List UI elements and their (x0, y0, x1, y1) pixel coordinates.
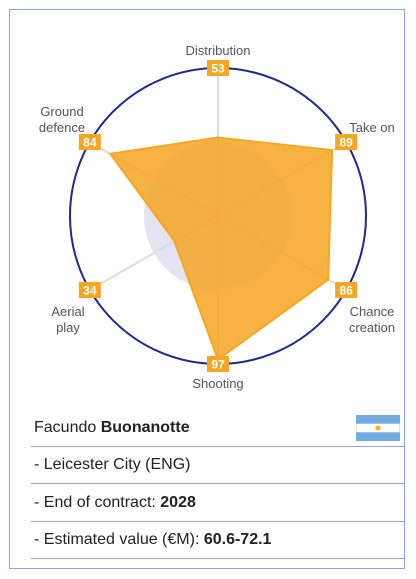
radar-area (108, 136, 334, 362)
label-line: Chance (350, 304, 395, 319)
contract-value: 2028 (160, 494, 196, 511)
value-label: 53 (211, 62, 225, 76)
label-line: defence (39, 120, 85, 135)
axis-label: Shooting (192, 376, 243, 391)
separator (31, 558, 404, 559)
axis-label: Chance creation (349, 304, 395, 335)
player-card: Distribution 53 Take on 89 Chance creation 86 S… (9, 9, 405, 569)
label-line: Distribution (185, 43, 250, 58)
axis-label: Ground defence (39, 104, 85, 135)
axis-label: Aerial play (51, 304, 84, 335)
value-label: - Estimated value (€M): (34, 531, 204, 548)
contract: - End of contract: 2028 (34, 494, 196, 512)
separator (31, 483, 404, 484)
axis-label: Take on (349, 120, 395, 135)
value-box (335, 282, 358, 298)
value-box (335, 134, 358, 150)
value-label: 86 (339, 284, 353, 298)
axis-label: Distribution (185, 43, 250, 58)
value-label: 89 (339, 136, 353, 150)
flag (356, 415, 400, 441)
club-text: - Leicester City (ENG) (34, 456, 191, 473)
separator (31, 521, 404, 522)
label-line: creation (349, 320, 395, 335)
club: - Leicester City (ENG) (34, 456, 190, 474)
value-box (78, 282, 101, 298)
player-name: Facundo Buonanotte (34, 419, 190, 437)
value-label: 34 (83, 284, 97, 298)
value-label: 84 (83, 136, 97, 150)
label-line: Take on (349, 120, 395, 135)
separator (31, 446, 404, 447)
label-line: play (56, 320, 80, 335)
label-line: Ground (40, 104, 83, 119)
value-box (78, 134, 101, 150)
value-box (207, 356, 229, 372)
value-box (207, 60, 229, 76)
contract-label: - End of contract: (34, 494, 161, 511)
value: - Estimated value (€M): 60.6-72.1 (34, 531, 271, 549)
value-label: 97 (211, 358, 225, 372)
last-name: Buonanotte (100, 419, 190, 436)
first-name: Facundo (34, 419, 97, 436)
label-line: Aerial (51, 304, 84, 319)
label-line: Shooting (192, 376, 243, 391)
value-value: 60.6-72.1 (203, 531, 272, 548)
